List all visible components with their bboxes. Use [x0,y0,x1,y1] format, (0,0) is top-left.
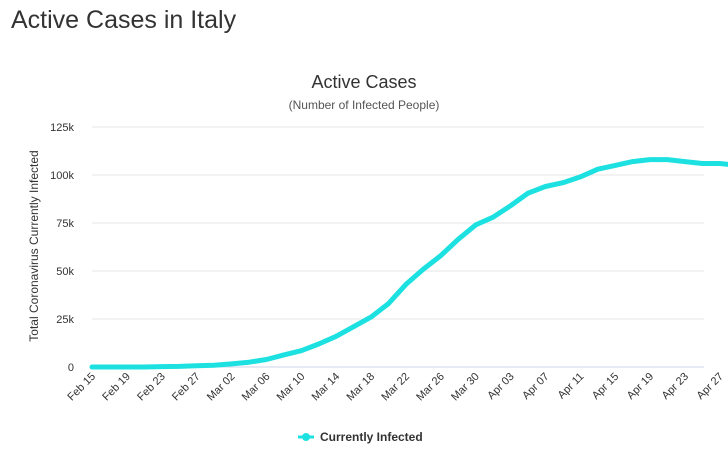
data-point[interactable] [613,163,618,168]
data-point[interactable] [665,157,670,162]
chart-title: Active Cases [311,72,416,92]
x-tick-label: Mar 06 [240,371,273,404]
grid-lines [92,126,704,368]
data-point[interactable] [107,364,112,370]
y-tick-labels: 0 25k 50k 75k 100k 125k [50,122,74,374]
x-tick-label: Mar 14 [310,371,343,404]
data-point[interactable] [595,167,600,172]
data-point[interactable] [700,161,705,166]
data-point[interactable] [578,174,583,180]
legend-series-label[interactable]: Currently Infected [320,430,423,444]
data-point[interactable] [264,357,269,362]
legend-series-marker [302,433,310,441]
x-tick-label: Feb 19 [100,371,133,404]
data-point[interactable] [177,364,182,369]
data-point[interactable] [717,161,722,166]
data-point[interactable] [89,364,95,370]
data-point[interactable] [211,363,217,368]
x-tick-label: Apr 11 [556,371,587,402]
data-point[interactable] [456,237,461,242]
data-point[interactable] [281,352,286,358]
data-point[interactable] [386,301,391,306]
data-point[interactable] [508,203,513,208]
x-tick-label: Feb 27 [170,371,203,404]
y-tick-label: 50k [56,266,74,278]
x-tick-label: Mar 02 [205,371,238,404]
y-tick-label: 25k [56,314,74,326]
data-point[interactable] [229,361,234,367]
data-point[interactable] [490,215,496,220]
y-axis-label: Total Coronavirus Currently Infected [27,150,41,341]
x-tick-label: Apr 07 [520,371,551,402]
x-tick-label: Apr 03 [485,371,516,402]
x-tick-label: Mar 22 [379,371,412,404]
data-point[interactable] [438,253,443,258]
y-tick-label: 100k [50,170,74,182]
x-tick-label: Feb 23 [135,371,168,404]
x-tick-label: Feb 15 [65,371,98,404]
data-point[interactable] [473,222,478,228]
x-tick-labels: Feb 15 Feb 19 Feb 23 Feb 27 Mar 02 Mar 06 Mar … [65,371,728,405]
x-tick-label: Mar 10 [275,371,308,404]
x-tick-label: Mar 30 [449,371,482,404]
series-line[interactable] [89,157,728,370]
data-point[interactable] [334,334,339,339]
x-tick-label: Apr 27 [695,371,726,402]
x-tick-label: Apr 23 [660,371,691,402]
data-point[interactable] [647,157,653,162]
chart-subtitle: (Number of Infected People) [289,98,440,112]
y-tick-label: 125k [50,122,74,134]
data-point[interactable] [403,282,409,287]
data-point[interactable] [560,180,566,185]
data-point[interactable] [159,364,164,369]
data-point[interactable] [525,191,531,196]
x-tick-label: Mar 18 [344,371,377,404]
legend[interactable]: Currently Infected [298,430,423,444]
data-point[interactable] [142,364,147,370]
series-layer [89,157,728,370]
data-point[interactable] [194,363,199,368]
x-tick-label: Mar 26 [414,371,447,404]
data-point[interactable] [630,159,635,164]
x-tick-label: Apr 19 [625,371,656,402]
data-point[interactable] [682,159,688,164]
data-point[interactable] [543,184,548,189]
data-point[interactable] [316,341,321,347]
data-point[interactable] [246,360,252,365]
data-point[interactable] [124,364,130,370]
y-tick-label: 75k [56,218,74,230]
x-tick-label: Apr 15 [590,371,621,402]
y-tick-label: 0 [68,362,74,374]
page-heading: Active Cases in Italy [11,6,237,34]
data-point[interactable] [351,324,356,329]
data-point[interactable] [421,266,426,272]
data-point[interactable] [299,348,304,353]
data-point[interactable] [368,314,374,320]
